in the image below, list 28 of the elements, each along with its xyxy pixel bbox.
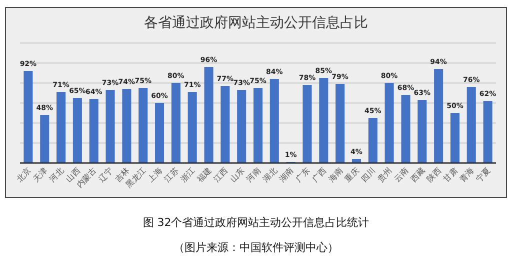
- x-tick-label: 四川: [360, 166, 378, 184]
- x-tick-label: 湖北: [261, 166, 279, 184]
- x-tick-label: 福建: [195, 166, 214, 184]
- x-tick-label: 云南: [392, 166, 410, 184]
- x-tick-label: 江苏: [162, 166, 180, 184]
- x-tick-label: 辽宁: [97, 166, 115, 184]
- x-tick-label: 青海: [458, 166, 476, 184]
- x-tick-label: 北京: [14, 166, 33, 184]
- x-tick-label: 浙江: [179, 166, 197, 184]
- x-tick-label: 湖南: [278, 166, 296, 184]
- x-tick-label: 河北: [48, 166, 66, 184]
- x-tick-label: 甘肃: [442, 166, 460, 184]
- x-tick-label: 宁夏: [474, 166, 492, 184]
- x-tick-label: 山东: [228, 166, 246, 184]
- x-tick-label: 重庆: [343, 166, 361, 184]
- caption: 图 32个省通过政府网站主动公开信息占比统计: [142, 216, 370, 229]
- x-tick-label: 广西: [310, 166, 328, 184]
- x-tick-label: 河南: [244, 166, 262, 184]
- x-tick-label: 上海: [146, 166, 164, 184]
- x-tick-label: 天津: [31, 166, 50, 184]
- x-tick-label: 海南: [326, 166, 344, 184]
- x-tick-label: 广东: [294, 166, 312, 184]
- x-tick-label: 江西: [212, 166, 230, 184]
- x-tick-label: 陕西: [425, 166, 443, 184]
- x-tick-label: 西藏: [408, 166, 427, 184]
- x-tick-label: 贵州: [376, 166, 394, 184]
- chart-title: 各省通过政府网站主动公开信息占比: [144, 15, 368, 31]
- text: （图片来源：中国软件评测中心）: [174, 241, 338, 254]
